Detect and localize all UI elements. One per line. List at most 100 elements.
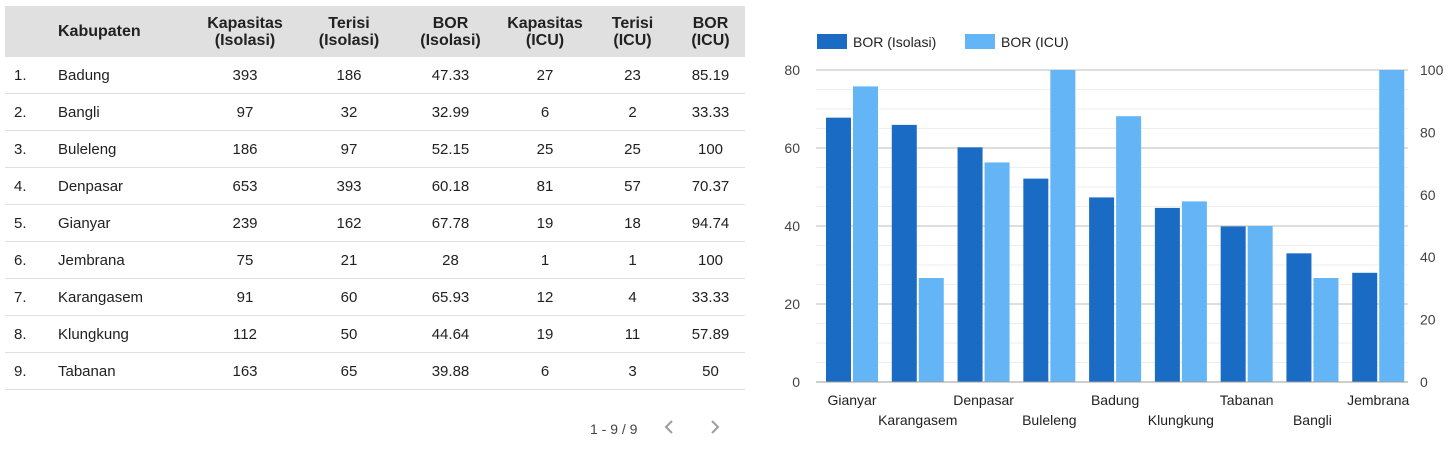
table-cell: 8. <box>5 315 52 353</box>
bar <box>853 86 878 383</box>
table-cell: Badung <box>52 57 192 94</box>
table-cell: 33.33 <box>676 93 745 131</box>
table-cell: 39.88 <box>400 352 501 390</box>
table-row: 3. Buleleng 186 97 52.15 25 25 100 <box>5 130 745 168</box>
table-cell: 65 <box>298 352 400 390</box>
table-body: 1. Badung 393 186 47.33 27 23 85.19 2. Bangli 97 32… <box>5 57 745 390</box>
table-cell: 4. <box>5 167 52 205</box>
table-cell: 81 <box>501 167 589 205</box>
bar <box>826 117 851 383</box>
column-header[interactable]: BOR (ICU) <box>676 6 745 57</box>
table-cell: Bangli <box>52 93 192 131</box>
bar <box>1313 278 1339 382</box>
table-cell: 97 <box>192 93 298 131</box>
x-tick-label: Karangasem <box>878 412 957 428</box>
table-cell: 75 <box>192 241 298 279</box>
table-cell: 3 <box>589 352 676 390</box>
bar <box>918 278 944 382</box>
column-header[interactable]: Kapasitas (ICU) <box>501 6 589 57</box>
table-cell: 12 <box>501 278 589 316</box>
bar <box>1286 253 1312 382</box>
table-row: 6. Jembrana 75 21 28 1 1 100 <box>5 241 745 279</box>
chevron-right-icon[interactable] <box>695 418 735 441</box>
table-cell: 32.99 <box>400 93 501 131</box>
y-left-tick-label: 60 <box>784 140 800 156</box>
table-cell: 186 <box>192 130 298 168</box>
table-cell: 23 <box>589 57 676 94</box>
table-cell: 7. <box>5 278 52 316</box>
table-cell: Denpasar <box>52 167 192 205</box>
table-cell: 3. <box>5 130 52 168</box>
table-cell: 44.64 <box>400 315 501 353</box>
table-cell: 393 <box>192 57 298 94</box>
table-cell: 57 <box>589 167 676 205</box>
table-cell: Tabanan <box>52 352 192 390</box>
table-cell: 94.74 <box>676 204 745 242</box>
table-cell: 50 <box>298 315 400 353</box>
table-cell: 85.19 <box>676 57 745 94</box>
table-cell: 239 <box>192 204 298 242</box>
data-table-container: Kabupaten Kapasitas (Isolasi) Terisi (Isolas… <box>5 6 745 390</box>
y-right-tick-label: 40 <box>1420 249 1436 265</box>
chevron-left-icon[interactable] <box>649 418 689 441</box>
table-row: 4. Denpasar 653 393 60.18 81 57 70.37 <box>5 167 745 205</box>
y-left-tick-label: 40 <box>784 218 800 234</box>
table-cell: 163 <box>192 352 298 390</box>
column-header[interactable] <box>5 6 52 57</box>
table-row: 2. Bangli 97 32 32.99 6 2 33.33 <box>5 93 745 131</box>
table-row: 7. Karangasem 91 60 65.93 12 4 33.33 <box>5 278 745 316</box>
table-cell: 2. <box>5 93 52 131</box>
bar <box>1089 197 1115 382</box>
table-cell: 112 <box>192 315 298 353</box>
y-left-tick-label: 80 <box>784 62 800 78</box>
table-cell: 50 <box>676 352 745 390</box>
table-cell: 6 <box>501 93 589 131</box>
table-cell: 33.33 <box>676 278 745 316</box>
column-header[interactable]: Kapasitas (Isolasi) <box>192 6 298 57</box>
table-row: 5. Gianyar 239 162 67.78 19 18 94.74 <box>5 204 745 242</box>
table-cell: 100 <box>676 241 745 279</box>
table-cell: 18 <box>589 204 676 242</box>
table-cell: 100 <box>676 130 745 168</box>
x-tick-label: Klungkung <box>1148 412 1214 428</box>
x-tick-label: Gianyar <box>827 392 876 408</box>
column-header[interactable]: Terisi (Isolasi) <box>298 6 400 57</box>
bar <box>1116 116 1142 382</box>
table-cell: Gianyar <box>52 204 192 242</box>
table-cell: 1. <box>5 57 52 94</box>
table-row: 9. Tabanan 163 65 39.88 6 3 50 <box>5 352 745 390</box>
table-cell: 21 <box>298 241 400 279</box>
table-cell: 4 <box>589 278 676 316</box>
y-right-tick-label: 60 <box>1420 187 1436 203</box>
column-header[interactable]: Kabupaten <box>52 6 192 57</box>
table-header: Kabupaten Kapasitas (Isolasi) Terisi (Isolas… <box>5 6 745 57</box>
y-left-tick-label: 20 <box>784 296 800 312</box>
bar <box>957 147 983 382</box>
x-tick-label: Badung <box>1091 392 1139 408</box>
legend-label: BOR (Isolasi) <box>853 34 936 50</box>
table-cell: 32 <box>298 93 400 131</box>
table-cell: 162 <box>298 204 400 242</box>
table-cell: 65.93 <box>400 278 501 316</box>
x-tick-label: Bangli <box>1293 412 1332 428</box>
column-header[interactable]: BOR (Isolasi) <box>400 6 501 57</box>
column-header[interactable]: Terisi (ICU) <box>589 6 676 57</box>
y-right-tick-label: 80 <box>1420 124 1436 140</box>
legend-label: BOR (ICU) <box>1001 34 1069 50</box>
table-cell: 57.89 <box>676 315 745 353</box>
table-cell: 67.78 <box>400 204 501 242</box>
y-left-tick-label: 0 <box>792 374 800 390</box>
table-cell: 11 <box>589 315 676 353</box>
bar <box>1050 70 1076 382</box>
y-right-tick-label: 100 <box>1420 62 1444 78</box>
table-cell: Klungkung <box>52 315 192 353</box>
kabupaten-table: Kabupaten Kapasitas (Isolasi) Terisi (Isolas… <box>5 6 745 390</box>
table-cell: 653 <box>192 167 298 205</box>
x-tick-label: Denpasar <box>953 392 1014 408</box>
x-tick-label: Tabanan <box>1220 392 1274 408</box>
pagination: 1 - 9 / 9 <box>590 418 735 440</box>
table-cell: 91 <box>192 278 298 316</box>
table-row: 1. Badung 393 186 47.33 27 23 85.19 <box>5 57 745 94</box>
table-cell: 60.18 <box>400 167 501 205</box>
